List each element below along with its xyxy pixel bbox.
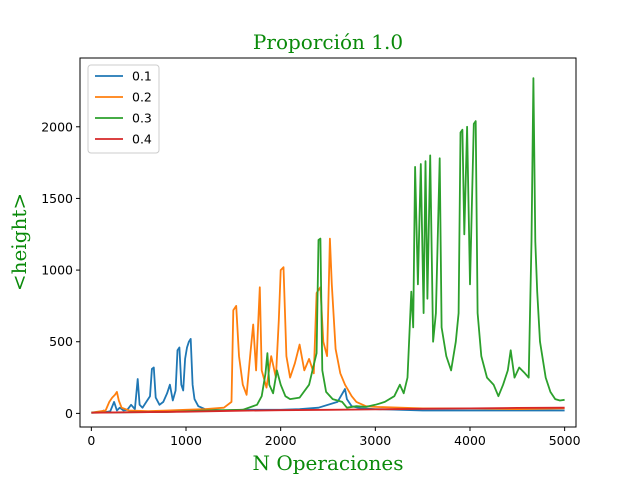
- legend: 0.1 0.2 0.3 0.4: [87, 64, 160, 154]
- legend-label-2: 0.2: [132, 90, 152, 105]
- x-tick-label: 5000: [549, 433, 581, 448]
- y-tick-label: 1000: [41, 263, 73, 278]
- series-line-4: [91, 406, 565, 414]
- legend-box: [87, 64, 160, 154]
- x-tick-label: 0: [87, 433, 95, 448]
- y-tick-label: 500: [49, 334, 73, 349]
- chart-title: Proporción 1.0: [253, 30, 403, 54]
- x-axis-label: N Operaciones: [253, 451, 404, 475]
- series-line-1: [91, 338, 565, 414]
- x-tick-label: 1000: [170, 433, 202, 448]
- series-lines: [91, 77, 565, 414]
- x-tick-label: 3000: [359, 433, 391, 448]
- x-axis: 0 1000 2000 3000 4000 5000: [87, 427, 581, 448]
- plot-frame: [79, 57, 577, 428]
- legend-label-1: 0.1: [132, 69, 152, 84]
- y-tick-label: 1500: [41, 191, 73, 206]
- legend-label-3: 0.3: [132, 111, 152, 126]
- y-tick-label: 0: [65, 406, 73, 421]
- series-line-3: [91, 77, 565, 414]
- y-axis: 0 500 1000 1500 2000: [41, 119, 80, 421]
- x-tick-label: 4000: [454, 433, 486, 448]
- y-axis-label: <height>: [7, 193, 31, 291]
- x-tick-label: 2000: [265, 433, 297, 448]
- series-line-2: [91, 237, 565, 414]
- y-tick-label: 2000: [41, 119, 73, 134]
- legend-label-4: 0.4: [132, 132, 152, 147]
